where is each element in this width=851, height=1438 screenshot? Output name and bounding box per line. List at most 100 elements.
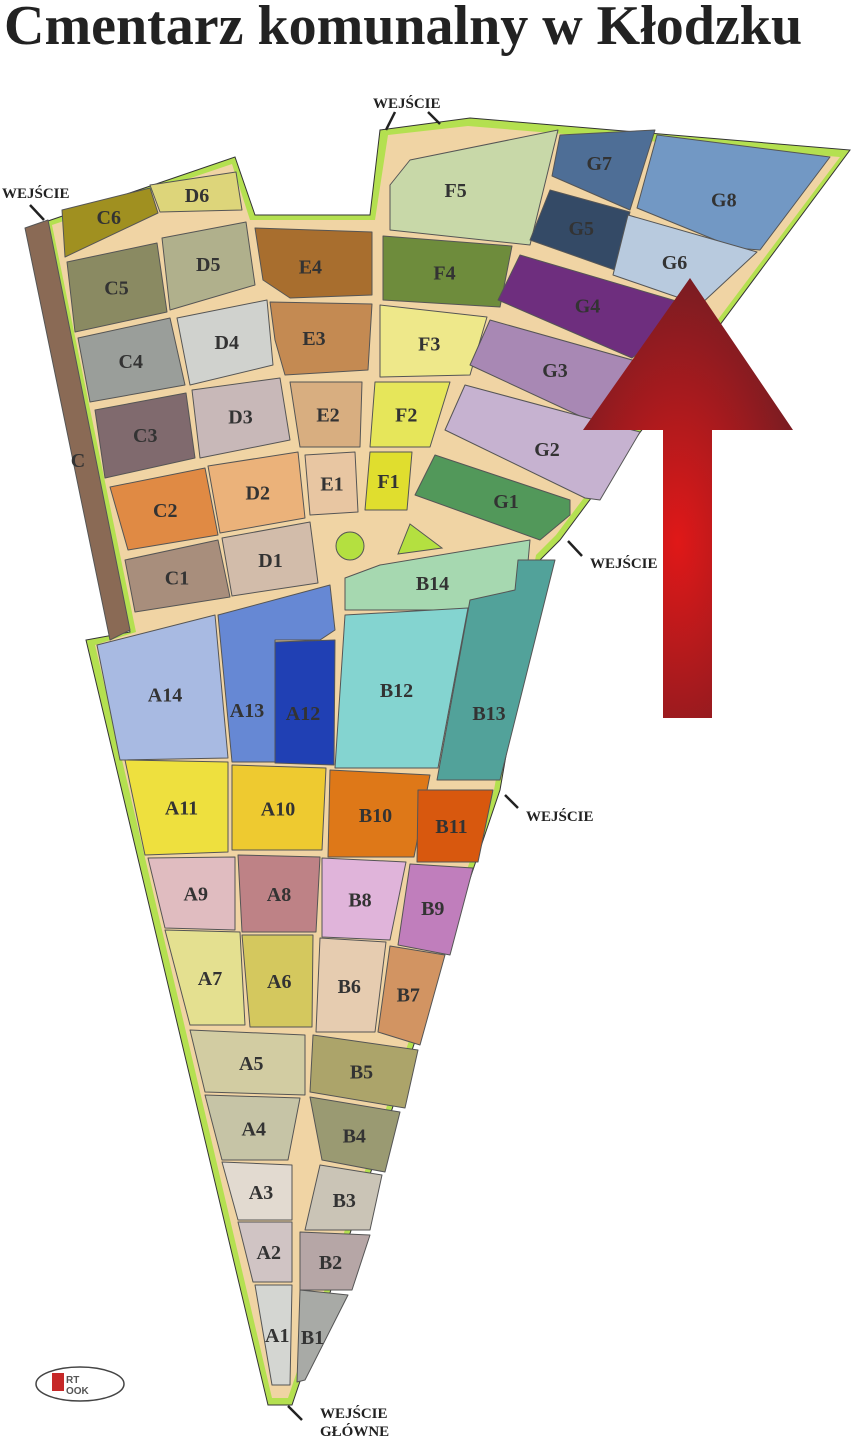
section-d2: D2: [207, 451, 306, 534]
section-c4: C4: [77, 317, 186, 403]
section-b4-label: B4: [343, 1125, 366, 1147]
section-d1-label: D1: [258, 550, 282, 572]
svg-text:WEJŚCIE: WEJŚCIE: [2, 185, 70, 202]
section-c4-area: [77, 317, 186, 403]
section-c: C: [24, 219, 131, 641]
section-a4-area: [204, 1094, 301, 1161]
section-g7-label: G7: [586, 153, 612, 175]
section-a4-label: A4: [242, 1118, 266, 1140]
svg-text:WEJŚCIE: WEJŚCIE: [590, 555, 658, 572]
section-a1-area: [254, 1284, 293, 1386]
section-c3: C3: [94, 392, 196, 479]
section-f2-area: [369, 381, 451, 448]
section-g7: G7: [551, 129, 656, 211]
section-a6-label: A6: [267, 971, 291, 993]
section-e1: E1: [304, 451, 359, 516]
section-c2: C2: [109, 467, 219, 551]
section-f3-area: [379, 304, 488, 378]
section-g2-area: [444, 384, 641, 501]
section-b6: B6: [315, 937, 387, 1033]
section-d6-area: [149, 171, 243, 213]
section-f2: F2: [369, 381, 451, 448]
section-a14-label: A14: [148, 685, 182, 707]
section-a13-label: A13: [230, 700, 264, 722]
section-b12: B12: [334, 607, 469, 769]
svg-text:WEJŚCIE: WEJŚCIE: [320, 1405, 388, 1422]
section-g5: G5: [529, 189, 631, 271]
section-c5: C5: [66, 242, 168, 333]
section-a11-area: [124, 759, 229, 856]
section-a5-area: [189, 1029, 306, 1096]
section-b6-area: [315, 937, 387, 1033]
section-a2: A2: [237, 1221, 293, 1283]
section-b2: B2: [299, 1231, 371, 1291]
section-f1-area: [364, 451, 413, 511]
section-g2-label: G2: [534, 439, 560, 461]
section-b8: B8: [321, 857, 407, 941]
section-a4: A4: [204, 1094, 301, 1161]
section-a14: A14: [96, 614, 229, 761]
section-g7-area: [551, 129, 656, 211]
section-a6-area: [241, 934, 314, 1028]
section-a10-area: [231, 764, 327, 851]
svg-text:WEJŚCIE: WEJŚCIE: [373, 95, 441, 112]
section-b3-area: [304, 1164, 383, 1231]
section-b6-label: B6: [338, 976, 361, 998]
entrance-left: WEJŚCIE: [2, 185, 70, 221]
section-b3: B3: [304, 1164, 383, 1231]
section-a6: A6: [241, 934, 314, 1028]
section-b5: B5: [309, 1034, 419, 1109]
section-c2-area: [109, 467, 219, 551]
section-e2-label: E2: [316, 405, 339, 427]
artlook-logo: RT OOK: [35, 1366, 125, 1402]
section-a7-label: A7: [198, 968, 222, 990]
section-b12-area: [334, 607, 469, 769]
section-d4-area: [176, 299, 274, 386]
section-c6-label: C6: [97, 207, 121, 229]
section-a3: A3: [221, 1161, 293, 1221]
section-b1-area: [296, 1289, 349, 1383]
section-a12: A12: [274, 639, 336, 766]
section-g6: G6: [612, 214, 758, 306]
section-b10: B10: [327, 769, 431, 858]
section-f4-area: [382, 235, 513, 308]
green-triangle: [397, 523, 444, 555]
section-d4-label: D4: [215, 332, 239, 354]
section-a5-label: A5: [239, 1053, 263, 1075]
section-b13-label: B13: [472, 703, 505, 725]
section-b5-label: B5: [350, 1061, 373, 1083]
section-f4: F4: [382, 235, 513, 308]
section-e2: E2: [289, 381, 363, 448]
section-d3: D3: [191, 377, 291, 459]
section-e1-area: [304, 451, 359, 516]
section-a8-area: [237, 854, 321, 933]
section-b9-label: B9: [421, 898, 444, 920]
section-f5: F5: [389, 129, 559, 246]
section-b9-area: [397, 863, 474, 956]
svg-text:OOK: OOK: [66, 1386, 90, 1397]
section-e4: E4: [254, 227, 373, 299]
section-g4-label: G4: [575, 295, 601, 317]
section-b9: B9: [397, 863, 474, 956]
section-e4-area: [254, 227, 373, 299]
section-b1: B1: [296, 1289, 349, 1383]
entrance-main: WEJŚCIE GŁÓWNE: [287, 1405, 389, 1438]
section-e1-label: E1: [320, 474, 343, 496]
north-arrow: [583, 278, 793, 718]
section-b8-label: B8: [348, 889, 371, 911]
entrance-right-upper: WEJŚCIE: [567, 540, 658, 572]
section-b11: B11: [416, 789, 494, 863]
section-a11: A11: [124, 759, 229, 856]
section-b10-area: [327, 769, 431, 858]
section-b13: B13: [436, 559, 556, 781]
section-a9-area: [147, 856, 236, 931]
section-b5-area: [309, 1034, 419, 1109]
section-f1-label: F1: [377, 471, 399, 493]
section-d4: D4: [176, 299, 274, 386]
section-d1: D1: [221, 521, 319, 597]
section-c6: C6: [61, 187, 159, 258]
section-g5-label: G5: [568, 218, 594, 240]
section-c-label: C: [71, 450, 85, 472]
section-a11-label: A11: [165, 797, 198, 819]
